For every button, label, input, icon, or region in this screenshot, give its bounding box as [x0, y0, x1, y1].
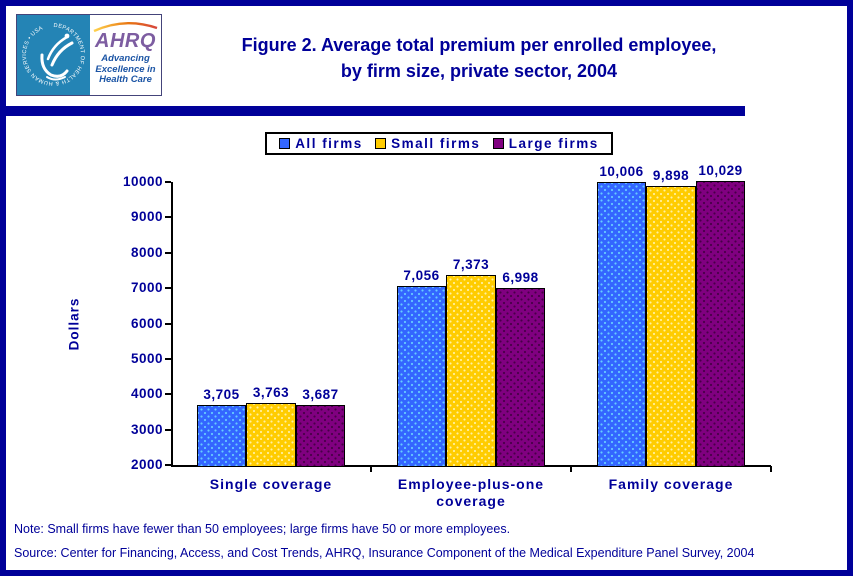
y-axis-title: Dollars [66, 297, 82, 351]
tagline-line: Advancing [101, 53, 150, 64]
x-axis-tick [570, 466, 572, 472]
bar-value-label: 3,763 [252, 384, 290, 400]
ahrq-logo-panel: AHRQ Advancing Excellence in Health Care [90, 15, 161, 95]
y-axis-tick [165, 322, 171, 325]
bar-value-label: 7,056 [403, 268, 440, 284]
bar-all-firms [396, 286, 447, 467]
y-axis-tick [165, 287, 171, 290]
legend-swatch-icon [375, 138, 387, 149]
legend-item-large-firms: Large firms [492, 136, 599, 151]
bar-large-firms [695, 180, 746, 467]
x-axis-category-label: Employee-plus-one coverage [397, 476, 545, 509]
y-axis-tick-label: 5000 [130, 350, 163, 366]
bar-value-label: 7,373 [452, 256, 490, 272]
figure-title-line2: by firm size, private sector, 2004 [340, 61, 618, 81]
y-axis-tick-label: 9000 [130, 209, 163, 225]
note-text: Note: Small firms have fewer than 50 emp… [14, 522, 511, 536]
hhs-ahrq-logo: DEPARTMENT OF HEALTH & HUMAN SERVICES • … [16, 14, 162, 96]
bar-large-firms [495, 288, 546, 467]
rainbow-arc-icon [93, 21, 158, 33]
legend-swatch-icon [279, 138, 291, 149]
y-axis-tick-label: 6000 [130, 315, 163, 331]
y-axis-tick [165, 181, 171, 183]
x-axis-tick [370, 466, 372, 472]
bar-small-firms [446, 274, 496, 467]
y-axis-tick [165, 464, 171, 466]
tagline-line: Excellence in [95, 63, 156, 75]
tagline-line: Health Care [99, 74, 152, 85]
header-divider-bar [6, 106, 745, 116]
hhs-seal-icon: DEPARTMENT OF HEALTH & HUMAN SERVICES • … [17, 15, 90, 95]
bar-large-firms [295, 405, 346, 467]
legend-label: All firms [295, 136, 363, 151]
y-axis-tick-label: 3000 [130, 421, 163, 437]
ahrq-wordmark: AHRQ [95, 30, 156, 52]
chart-legend: All firms Small firms Large firms [265, 132, 613, 155]
bar-value-label: 3,705 [203, 386, 240, 402]
y-axis-tick [165, 428, 171, 431]
y-axis-tick [165, 357, 171, 360]
y-axis-tick [165, 251, 171, 254]
y-axis-tick-label: 2000 [130, 457, 163, 472]
bar-value-label: 10,006 [599, 163, 644, 179]
bar-value-label: 6,998 [502, 270, 539, 286]
y-axis-tick [165, 393, 171, 396]
legend-item-all-firms: All firms [279, 136, 363, 151]
y-axis-tick-label: 7000 [130, 280, 163, 296]
figure-title-line1: Figure 2. Average total premium per enro… [241, 35, 717, 55]
y-axis-tick-label: 8000 [130, 244, 163, 260]
source-text: Source: Center for Financing, Access, an… [14, 546, 755, 560]
bar-value-label: 9,898 [652, 167, 690, 183]
legend-swatch-icon [492, 138, 504, 149]
legend-label: Large firms [508, 136, 599, 151]
bar-value-label: 3,687 [302, 387, 339, 403]
bar-chart-plot: Dollars 2000 3000 4000 5000 6000 7000 8000 9000… [6, 6, 847, 570]
y-axis-tick-label: 4000 [130, 386, 163, 402]
bar-small-firms [246, 402, 296, 467]
y-axis-line [171, 182, 173, 467]
legend-item-small-firms: Small firms [375, 136, 480, 151]
bar-all-firms [596, 181, 647, 467]
y-axis-tick-label: 10000 [122, 174, 163, 189]
figure-title: Figure 2. Average total premium per enro… [196, 32, 762, 84]
ahrq-tagline: Advancing Excellence in Health Care [95, 53, 156, 86]
bar-small-firms [646, 185, 696, 467]
x-axis-category-label: Family coverage [608, 476, 734, 492]
bar-value-label: 10,029 [698, 162, 743, 178]
bar-all-firms [196, 404, 247, 467]
x-axis-category-label: Single coverage [209, 476, 333, 492]
legend-label: Small firms [391, 136, 481, 151]
y-axis-tick [165, 216, 171, 219]
x-axis-tick [770, 466, 772, 472]
